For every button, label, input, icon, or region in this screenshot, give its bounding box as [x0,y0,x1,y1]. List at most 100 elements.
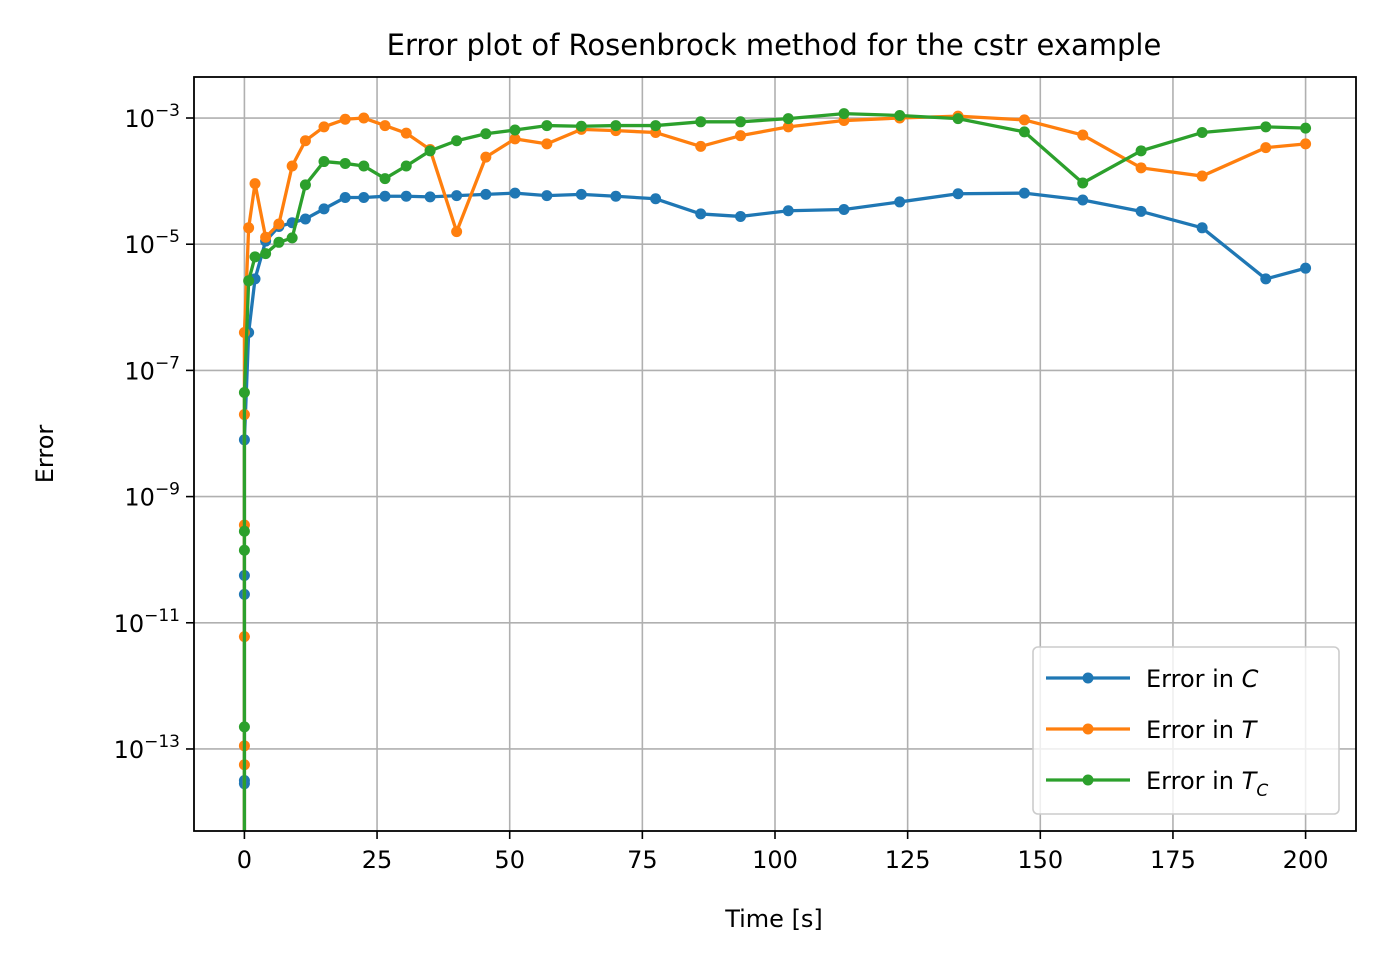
data-point [358,160,370,172]
series-3 [238,108,1312,831]
data-point [782,205,794,217]
data-point [894,196,906,208]
data-point [1077,194,1089,206]
series-line [242,114,1308,831]
x-tick-label: 75 [627,846,658,874]
data-point [379,190,391,202]
data-point [318,203,330,215]
data-point [400,127,412,139]
legend-box [1032,646,1340,815]
y-axis: 10−13 10−11 10−9 10−7 10−5 10−3 [114,101,194,764]
data-point [339,157,351,169]
data-point [735,130,747,142]
data-point [400,190,412,202]
data-point [1077,129,1089,141]
data-point [480,188,492,200]
data-point [1260,142,1272,154]
data-point [838,204,850,215]
data-point [695,140,707,152]
data-point [480,151,492,163]
data-point [238,544,250,556]
data-point [243,275,255,287]
data-point [952,113,964,125]
legend-swatch-marker [1082,672,1094,684]
data-point [1196,127,1208,139]
y-tick-label: 10−11 [114,606,180,638]
data-point [286,160,298,172]
data-point [1135,145,1147,157]
data-point [238,525,250,537]
x-tick-label: 200 [1283,846,1329,874]
data-point [1260,121,1272,133]
legend-label: Error in T [1146,716,1259,744]
data-point [541,190,553,202]
data-point [238,721,250,733]
data-point [735,116,747,128]
data-point [1018,114,1030,126]
data-point [379,173,391,185]
x-tick-label: 150 [1017,846,1063,874]
data-point [1260,273,1272,285]
data-point [952,188,964,200]
x-axis: 0 25 50 75 100 125 150 175 200 [237,831,1329,874]
data-point [509,124,521,136]
data-point [273,218,285,230]
legend-item: Error in TC [1046,767,1268,801]
data-point [400,160,412,172]
data-point [782,121,794,133]
data-point [509,133,521,145]
data-point [424,145,436,157]
legend-label: Error in C [1146,665,1259,693]
legend-swatch-marker [1082,774,1094,786]
y-tick-label: 10−9 [124,480,180,512]
y-tick-label: 10−3 [124,101,180,133]
x-tick-label: 0 [237,846,252,874]
data-point [1300,122,1312,134]
data-point [509,187,521,199]
y-tick-label: 10−5 [124,227,180,259]
data-point [575,120,587,132]
data-point [1135,205,1147,217]
data-point [695,208,707,220]
data-point [1135,162,1147,174]
data-point [1018,126,1030,138]
legend: Error in C Error in T Error in TC [1032,646,1340,815]
data-point [358,112,370,124]
y-tick-label: 10−7 [124,353,180,385]
data-point [735,210,747,222]
data-point [299,213,311,225]
data-point [249,251,261,263]
data-point [782,113,794,125]
chart-title: Error plot of Rosenbrock method for the … [387,28,1162,62]
data-point [299,135,311,147]
data-point [451,135,463,147]
data-point [318,121,330,133]
y-axis-label: Error [31,425,59,484]
data-point [695,116,707,128]
data-point [650,120,662,132]
data-point [238,386,250,398]
data-point [243,222,255,234]
data-point [838,108,850,120]
x-tick-label: 125 [885,846,931,874]
data-point [358,192,370,204]
series-layer [238,108,1312,831]
data-point [451,226,463,238]
data-point [610,190,622,202]
data-point [249,178,261,190]
data-point [1196,170,1208,182]
data-point [650,193,662,205]
data-point [424,191,436,203]
legend-swatch-marker [1082,723,1094,735]
data-point [610,120,622,132]
y-tick-label: 10−13 [114,732,180,764]
x-axis-label: Time [s] [724,905,823,933]
legend-item: Error in C [1046,665,1259,693]
data-point [541,138,553,150]
data-point [1196,222,1208,234]
data-point [575,188,587,200]
data-point [318,156,330,168]
data-point [260,231,272,243]
data-point [541,120,553,132]
